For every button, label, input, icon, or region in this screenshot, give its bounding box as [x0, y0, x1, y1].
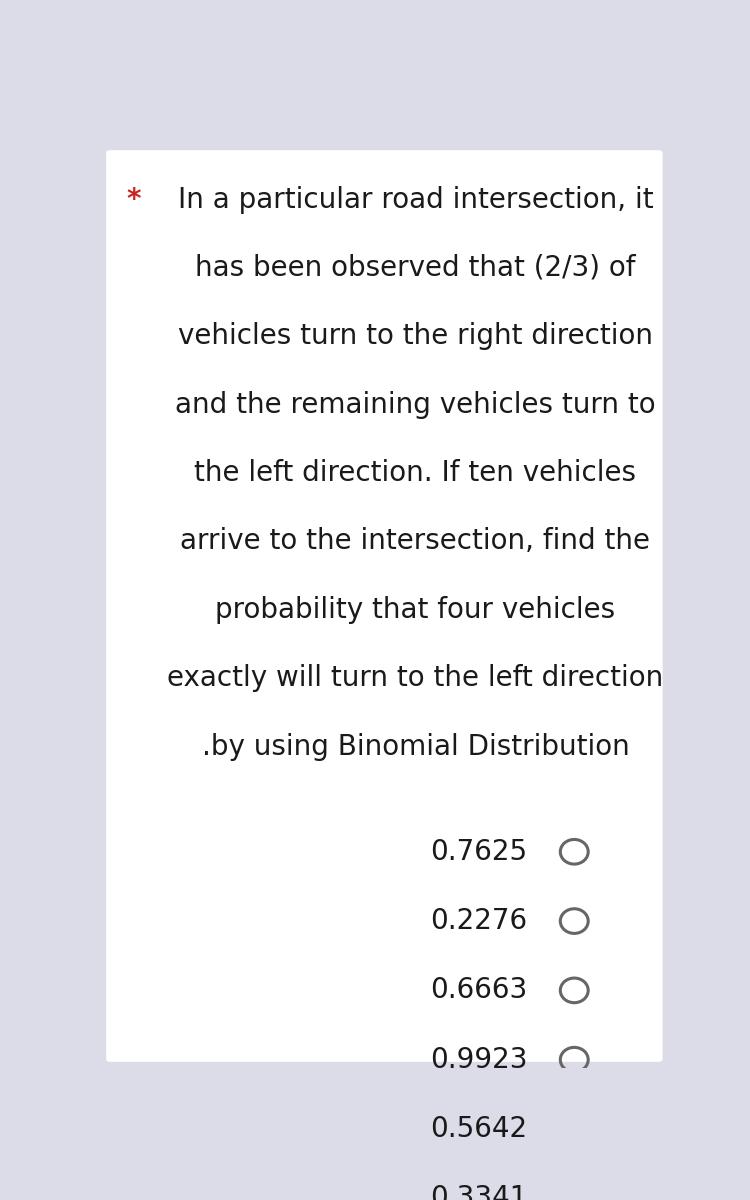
Text: In a particular road intersection, it: In a particular road intersection, it [178, 186, 653, 214]
Text: 0.7625: 0.7625 [430, 838, 528, 865]
Text: 0.3341: 0.3341 [430, 1184, 528, 1200]
Text: 0.6663: 0.6663 [430, 977, 528, 1004]
Text: 0.2276: 0.2276 [430, 907, 528, 935]
Text: probability that four vehicles: probability that four vehicles [215, 596, 616, 624]
Text: *: * [127, 186, 141, 214]
Text: arrive to the intersection, find the: arrive to the intersection, find the [180, 528, 650, 556]
Text: 0.9923: 0.9923 [430, 1045, 528, 1074]
FancyBboxPatch shape [106, 150, 662, 1062]
Text: .by using Binomial Distribution: .by using Binomial Distribution [202, 732, 629, 761]
Text: vehicles turn to the right direction: vehicles turn to the right direction [178, 323, 652, 350]
Text: exactly will turn to the left direction: exactly will turn to the left direction [167, 665, 664, 692]
Text: the left direction. If ten vehicles: the left direction. If ten vehicles [194, 460, 636, 487]
Text: has been observed that (2/3) of: has been observed that (2/3) of [195, 254, 635, 282]
Text: 0.5642: 0.5642 [430, 1115, 528, 1142]
Text: and the remaining vehicles turn to: and the remaining vehicles turn to [175, 391, 656, 419]
